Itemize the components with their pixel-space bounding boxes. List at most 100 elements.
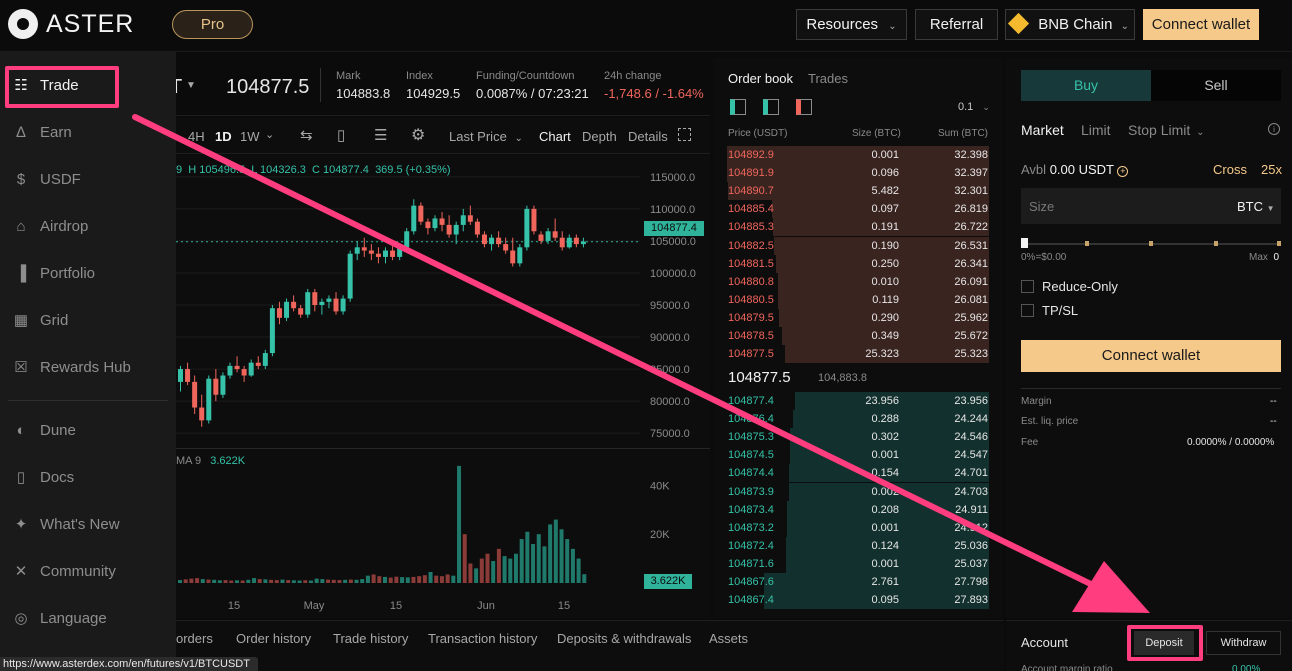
orderbook-price: 104867.6 — [728, 576, 774, 588]
tab-transaction-history[interactable]: Transaction history — [428, 631, 538, 646]
brand-name[interactable]: ASTER — [46, 10, 135, 38]
margin-mode-button[interactable]: Cross — [1213, 162, 1247, 177]
interval-1d[interactable]: 1D — [215, 129, 232, 144]
orderbook-sum: 26.081 — [954, 293, 988, 306]
fullscreen-icon[interactable] — [678, 128, 691, 141]
connect-wallet-button[interactable]: Connect wallet — [1143, 9, 1259, 40]
orderbook-row[interactable]: 104867.6 2.761 27.798 — [727, 573, 989, 591]
tab-chart[interactable]: Chart — [539, 129, 571, 144]
volume-bar — [553, 519, 558, 583]
price-type-selector[interactable]: Last Price ⌄ — [449, 129, 523, 144]
candle-body — [269, 308, 275, 354]
reduce-only-checkbox[interactable] — [1021, 280, 1034, 293]
interval-dropdown-icon[interactable]: ⌄ — [265, 129, 275, 141]
tab-order-history[interactable]: Order history — [236, 631, 312, 646]
candlestick-chart[interactable]: 115000.0 110000.0 105000.0 100000.0 95000.0 9… — [176, 155, 710, 455]
orderbook-row[interactable]: 104877.5 25.323 25.323 — [727, 345, 989, 364]
tab-order-book[interactable]: Order book — [728, 71, 794, 86]
sidebar-item-portfolio[interactable]: ▐ Portfolio — [12, 260, 172, 288]
tab-trades[interactable]: Trades — [808, 71, 848, 86]
orderbook-sum: 24.244 — [954, 413, 988, 426]
orderbook-row[interactable]: 104867.4 0.095 27.893 — [727, 591, 989, 610]
tab-details[interactable]: Details — [628, 129, 668, 144]
size-unit-selector[interactable]: BTC ▼ — [1237, 199, 1275, 214]
chain-selector[interactable]: BNB Chain ⌄ — [1005, 9, 1135, 40]
sidebar-item-earn[interactable]: ∆ Earn — [12, 119, 172, 147]
orderbook-row[interactable]: 104880.8 0.010 26.091 — [727, 272, 989, 291]
interval-4h[interactable]: 4H — [188, 129, 205, 144]
volume-bar — [263, 579, 268, 583]
volume-bar — [252, 578, 257, 583]
orderbook-row[interactable]: 104874.5 0.001 24.547 — [727, 446, 989, 465]
add-funds-icon[interactable]: + — [1117, 166, 1129, 177]
sidebar-item-trade[interactable]: ☷ Trade — [12, 72, 172, 100]
sidebar-item-rewards-hub[interactable]: ☒ Rewards Hub — [12, 354, 172, 382]
tab-trade-history[interactable]: Trade history — [333, 631, 409, 646]
tab-depth[interactable]: Depth — [582, 129, 617, 144]
candle-body — [580, 241, 586, 245]
info-icon[interactable]: i — [1268, 123, 1280, 135]
orderbook-row[interactable]: 104871.6 0.001 25.037 — [727, 554, 989, 573]
order-type-limit[interactable]: Limit — [1081, 122, 1111, 138]
list-icon[interactable]: ☰ — [374, 127, 388, 144]
sidebar-item-grid[interactable]: ▦ Grid — [12, 307, 172, 335]
settings-gear-icon[interactable]: ⚙ — [411, 127, 426, 144]
volume-chart[interactable]: 40K 20K — [176, 449, 710, 594]
orderbook-row[interactable]: 104885.4 0.097 26.819 — [727, 200, 989, 219]
interval-1w[interactable]: 1W — [240, 129, 260, 144]
orderbook-row[interactable]: 104881.5 0.250 26.341 — [727, 254, 989, 273]
price-tick-label: 85000.0 — [650, 364, 690, 376]
orderbook-row[interactable]: 104873.9 0.002 24.703 — [727, 482, 989, 501]
orderbook-row[interactable]: 104892.9 0.001 32.398 — [727, 146, 989, 164]
orderbook-row[interactable]: 104879.5 0.290 25.962 — [727, 308, 989, 327]
resources-menu[interactable]: Resources ⌄ — [796, 9, 907, 40]
sell-tab[interactable]: Sell — [1151, 70, 1281, 101]
tab-deposits-withdrawals[interactable]: Deposits & withdrawals — [557, 631, 692, 646]
orderbook-row[interactable]: 104882.5 0.190 26.531 — [727, 236, 989, 255]
order-type-stop-limit[interactable]: Stop Limit ⌄ — [1128, 122, 1205, 138]
orderbook-row[interactable]: 104890.7 5.482 32.301 — [727, 182, 989, 201]
orderbook-row[interactable]: 104880.5 0.119 26.081 — [727, 290, 989, 309]
deposit-button[interactable]: Deposit — [1134, 631, 1194, 655]
withdraw-button[interactable]: Withdraw — [1206, 631, 1281, 655]
orderbook-row[interactable]: 104873.4 0.208 24.911 — [727, 500, 989, 519]
pro-button[interactable]: Pro — [172, 10, 253, 39]
aster-logo-icon[interactable] — [8, 9, 38, 39]
candle-body — [248, 362, 254, 376]
book-asks-icon[interactable] — [796, 99, 812, 115]
sidebar-item-docs[interactable]: ▯ Docs — [12, 464, 172, 492]
tpsl-checkbox[interactable] — [1021, 304, 1034, 317]
orderbook-row[interactable]: 104891.9 0.096 32.397 — [727, 164, 989, 183]
orderbook-row[interactable]: 104885.3 0.191 26.722 — [727, 218, 989, 237]
orderbook-row[interactable]: 104877.4 23.956 23.956 — [727, 392, 989, 410]
precision-selector[interactable]: 0.1 ⌄ — [958, 101, 990, 113]
referral-button[interactable]: Referral — [915, 9, 998, 40]
sidebar-item-what-s-new[interactable]: ✦ What's New — [12, 511, 172, 539]
tab-open-orders[interactable]: orders — [176, 631, 213, 646]
book-both-icon[interactable] — [730, 99, 746, 115]
candle-body — [538, 234, 544, 241]
leverage-button[interactable]: 25x — [1261, 162, 1282, 177]
sidebar-item-airdrop[interactable]: ⌂ Airdrop — [12, 213, 172, 241]
connect-wallet-order-button[interactable]: Connect wallet — [1021, 340, 1281, 372]
book-bids-icon[interactable] — [763, 99, 779, 115]
sidebar-item-usdf[interactable]: $ USDF — [12, 166, 172, 194]
sidebar-item-dune[interactable]: ◐ Dune — [12, 417, 172, 445]
candle-type-icon[interactable]: ▯ — [337, 127, 346, 144]
sidebar-item-community[interactable]: ✕ Community — [12, 558, 172, 586]
tab-assets[interactable]: Assets — [709, 631, 749, 646]
symbol-dropdown-icon[interactable]: ▼ — [186, 80, 196, 91]
orderbook-row[interactable]: 104872.4 0.124 25.036 — [727, 536, 989, 555]
orderbook-row[interactable]: 104875.3 0.302 24.546 — [727, 428, 989, 447]
buy-tab[interactable]: Buy — [1021, 70, 1151, 101]
size-slider-handle[interactable] — [1021, 238, 1028, 248]
indicator-icon[interactable]: ⇆ — [300, 127, 313, 144]
orderbook-row[interactable]: 104874.4 0.154 24.701 — [727, 464, 989, 483]
orderbook-row[interactable]: 104878.5 0.349 25.672 — [727, 327, 989, 345]
orderbook-row[interactable]: 104873.2 0.001 24.912 — [727, 518, 989, 537]
order-type-market[interactable]: Market — [1021, 122, 1064, 138]
sidebar-item-language[interactable]: ◎ Language — [12, 605, 172, 633]
candle-body — [199, 407, 205, 421]
volume-bar — [428, 572, 433, 583]
orderbook-row[interactable]: 104876.4 0.288 24.244 — [727, 410, 989, 429]
